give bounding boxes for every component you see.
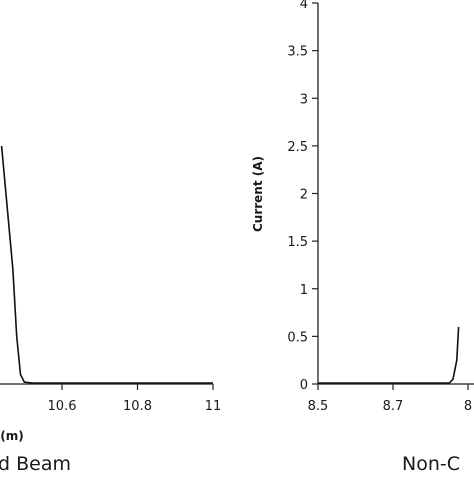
y-tick-label: 1.5	[287, 235, 308, 250]
x-tick-label: 8.5	[308, 399, 329, 414]
y-tick-label: 1	[300, 283, 308, 298]
y-tick-label: 4	[300, 0, 308, 12]
right-chart-panel: 0 0.5 1 1.5 2 2.5 3 3.5 4 8.5 8.7 8 Current (A) Non-C	[251, 0, 474, 475]
y-tick-label: 0	[300, 378, 308, 393]
y-axis-title: Current (A)	[251, 156, 265, 232]
x-tick-label: 11	[205, 399, 222, 414]
y-tick-label: 2	[300, 188, 308, 203]
series-line	[318, 326, 460, 384]
panel-caption: d Beam	[0, 453, 71, 474]
y-tick-label: 0.5	[287, 330, 308, 345]
series-line	[0, 145, 213, 384]
x-tick-label: 8	[464, 399, 472, 414]
x-tick-label: 8.7	[383, 399, 404, 414]
panel-caption: Non-C	[402, 453, 460, 474]
y-tick-label: 3	[300, 92, 308, 107]
left-chart-panel: 10.6 10.8 11 (m) d Beam	[0, 145, 222, 475]
y-tick-label: 3.5	[287, 45, 308, 60]
x-tick-label: 10.8	[123, 399, 152, 414]
x-tick-label: 10.6	[48, 399, 77, 414]
y-tick-label: 2.5	[287, 140, 308, 155]
x-axis-title: (m)	[0, 429, 23, 443]
